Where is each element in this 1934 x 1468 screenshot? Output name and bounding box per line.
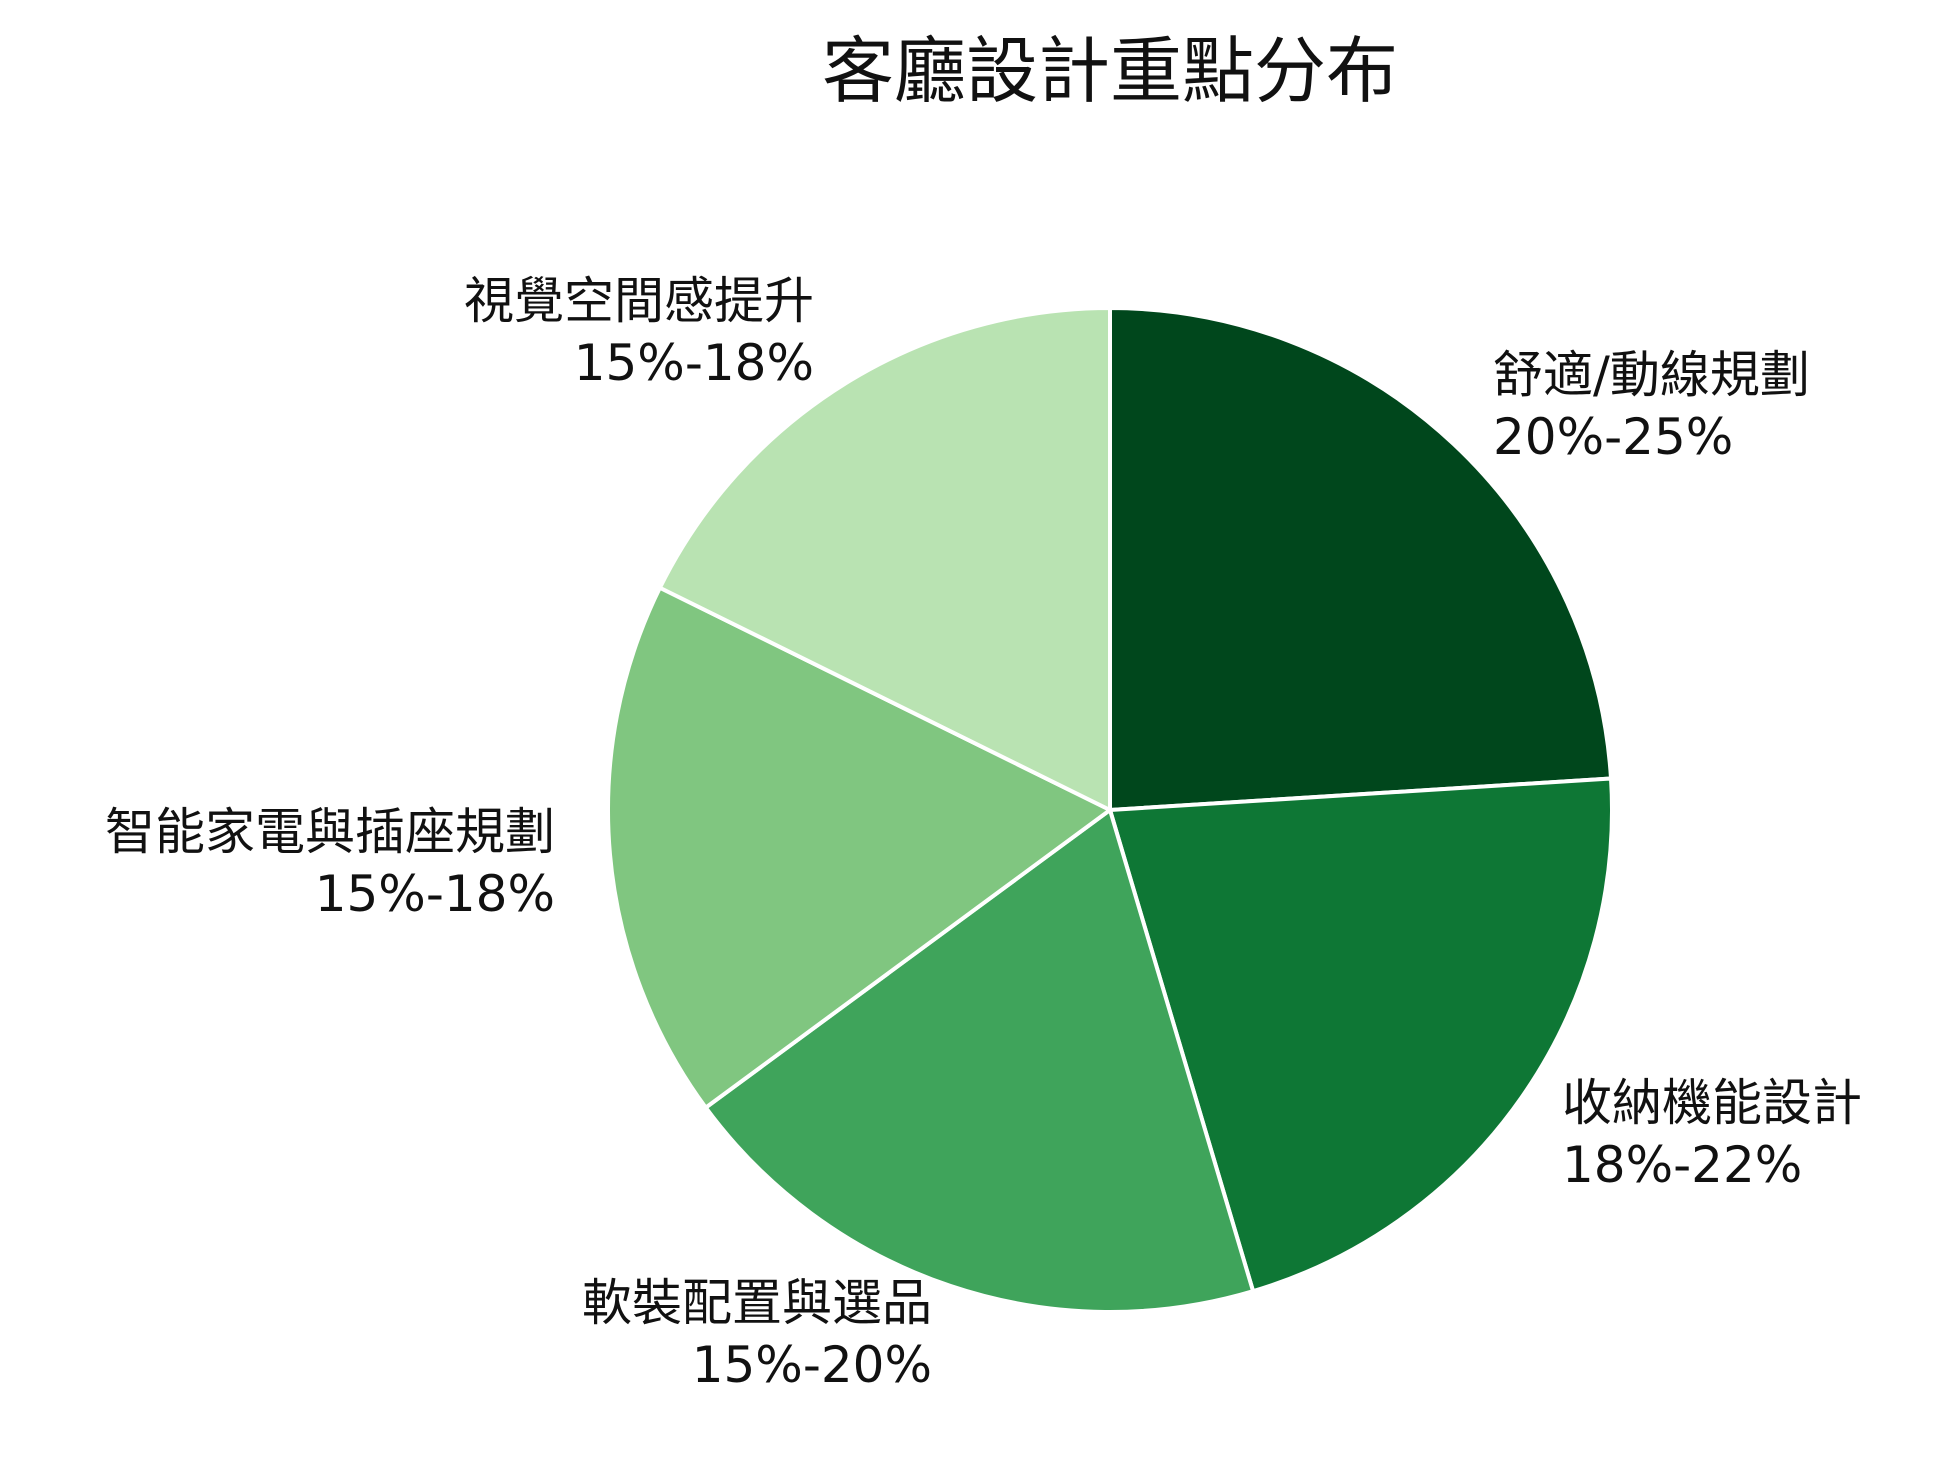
slice-name-label: 視覺空間感提升 [464,272,814,330]
pie-slice-3 [702,806,1256,1314]
pie-slices [606,305,1614,1314]
slice-range-label: 18%-22% [1562,1136,1802,1194]
slice-name-label: 收納機能設計 [1562,1074,1862,1132]
pie-slice-4 [606,585,1114,1111]
slice-name-label: 軟裝配置與選品 [582,1274,932,1332]
chart-title: 客廳設計重點分布 [822,29,1398,113]
slice-range-label: 20%-25% [1493,408,1733,466]
slice-range-label: 15%-18% [574,334,814,392]
slice-name-label: 舒適/動線規劃 [1493,346,1810,404]
pie-slice-1 [1108,305,1614,813]
pie-slice-5 [657,305,1112,814]
slice-range-label: 15%-18% [315,865,555,923]
pie-slice-2 [1107,776,1614,1294]
slice-range-label: 15%-20% [692,1336,932,1394]
slice-name-label: 智能家電與插座規劃 [105,803,555,861]
